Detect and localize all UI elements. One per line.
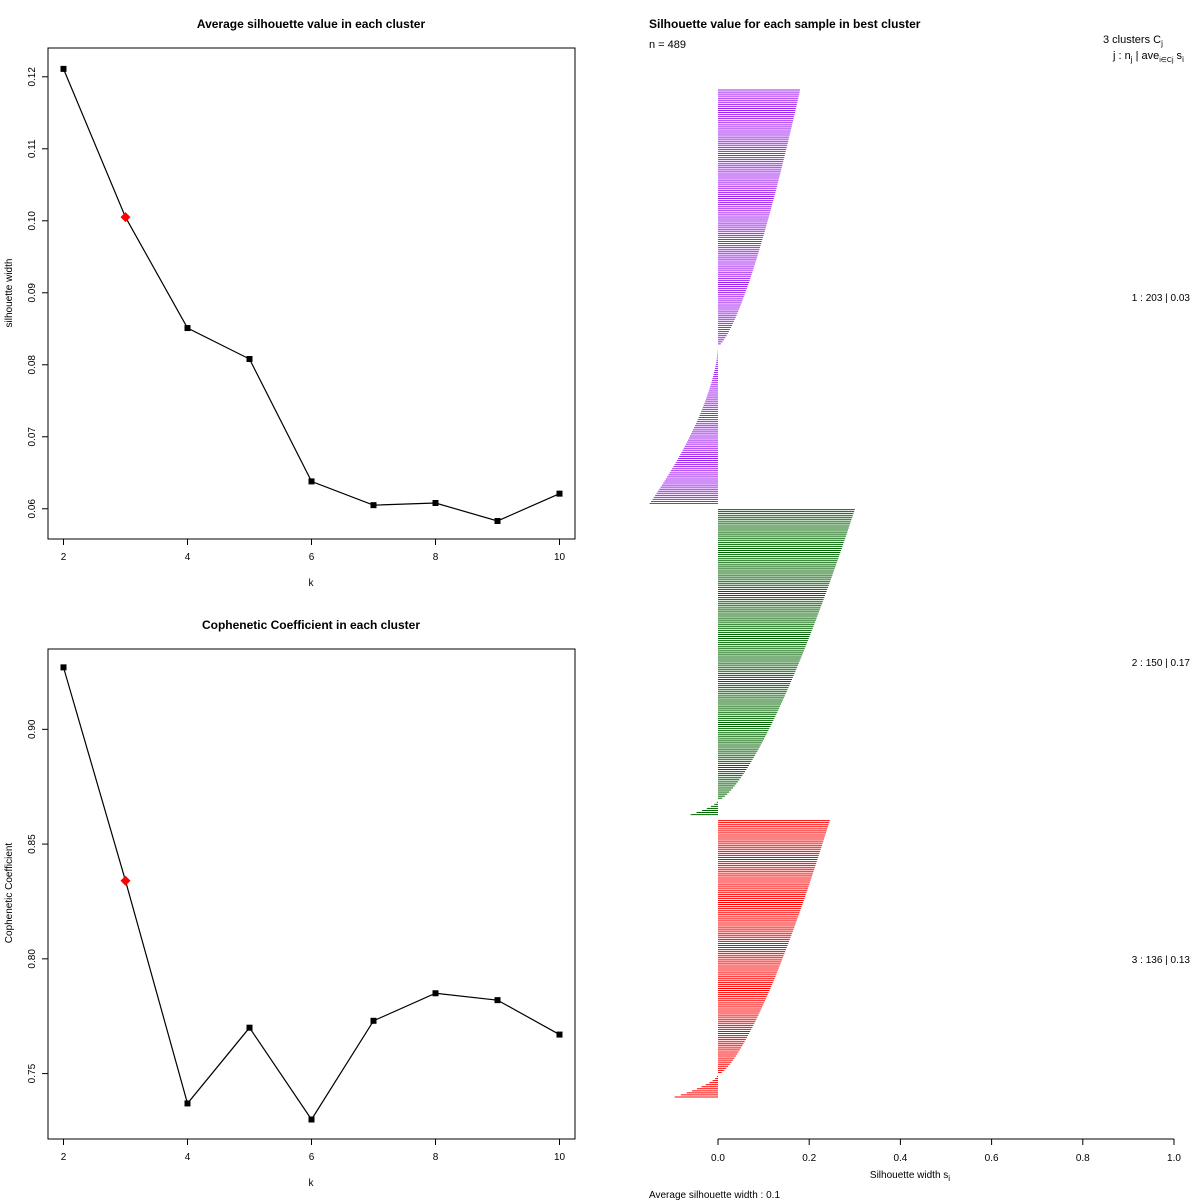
series-path <box>62 68 560 522</box>
x-tick-label: 0.4 <box>893 1153 907 1164</box>
x-tick-label: 6 <box>309 552 315 563</box>
plot-frame <box>47 47 576 540</box>
axes: 2 4 6 8 10 0.75 0.80 0.85 0.90 <box>27 719 565 1163</box>
data-point <box>556 490 563 497</box>
axes: 2 4 6 8 10 0.06 0.07 0.08 0.09 0.10 0.11 0.12 <box>27 67 565 563</box>
y-axis-label: silhouette width <box>4 259 15 328</box>
data-point <box>184 325 191 332</box>
panel-cophenetic: Cophenetic Coefficient in each cluster 2… <box>4 618 576 1189</box>
data-point <box>308 478 315 485</box>
y-tick-label: 0.80 <box>27 949 38 969</box>
x-tick-label: 2 <box>61 1152 67 1163</box>
average-silhouette-text: Average silhouette width : 0.1 <box>649 1190 780 1200</box>
y-tick-label: 0.09 <box>27 283 38 303</box>
y-tick-label: 0.85 <box>27 834 38 854</box>
chart-title: Average silhouette value in each cluster <box>197 17 426 31</box>
cluster-label: 2 : 150 | 0.17 <box>1132 658 1191 669</box>
cluster-labels: 1 : 203 | 0.03 2 : 150 | 0.17 3 : 136 | 0.… <box>1132 293 1191 966</box>
y-tick-label: 0.08 <box>27 355 38 375</box>
panel-avg-silhouette: Average silhouette value in each cluster… <box>4 17 576 589</box>
data-point <box>246 1024 253 1031</box>
header-clusters: 3 clusters Cj <box>1103 34 1163 48</box>
x-tick-label: 0.8 <box>1076 1153 1090 1164</box>
chart-title: Silhouette value for each sample in best… <box>649 17 921 31</box>
series-line <box>60 65 563 525</box>
y-tick-label: 0.10 <box>27 211 38 231</box>
series-line <box>60 664 563 1123</box>
x-tick-label: 8 <box>433 552 439 563</box>
x-axis-label: Silhouette width si <box>870 1170 950 1183</box>
data-point <box>60 664 67 671</box>
x-axis: 0.0 0.2 0.4 0.6 0.8 1.0 <box>711 1138 1181 1164</box>
data-point <box>308 1116 315 1123</box>
y-tick-label: 0.07 <box>27 427 38 447</box>
n-label: n = 489 <box>649 39 686 51</box>
silhouette-bars <box>649 89 855 1098</box>
x-tick-label: 0.0 <box>711 1153 725 1164</box>
x-axis-label: k <box>309 1178 315 1189</box>
data-point <box>246 356 253 363</box>
plot-frame <box>47 648 576 1140</box>
y-tick-label: 0.90 <box>27 719 38 739</box>
x-tick-label: 10 <box>554 552 566 563</box>
data-point <box>370 1017 377 1024</box>
x-axis-label: k <box>309 578 315 589</box>
header-columns: j : nj | avei∈Cj si <box>1112 50 1184 64</box>
y-tick-label: 0.75 <box>27 1063 38 1083</box>
y-tick-label: 0.12 <box>27 67 38 87</box>
y-tick-label: 0.11 <box>27 139 38 158</box>
data-point <box>432 990 439 997</box>
cluster-label: 3 : 136 | 0.13 <box>1132 955 1191 966</box>
x-tick-label: 6 <box>309 1152 315 1163</box>
data-point <box>432 500 439 507</box>
data-point <box>370 502 377 509</box>
x-tick-label: 10 <box>554 1152 566 1163</box>
data-point <box>494 997 501 1004</box>
data-point <box>184 1100 191 1107</box>
x-tick-label: 0.2 <box>802 1153 816 1164</box>
x-tick-label: 2 <box>61 552 67 563</box>
cluster-label: 1 : 203 | 0.03 <box>1132 293 1191 304</box>
y-tick-label: 0.06 <box>27 499 38 519</box>
chart-title: Cophenetic Coefficient in each cluster <box>202 618 420 632</box>
data-point <box>60 65 67 72</box>
panel-silhouette-bars: Silhouette value for each sample in best… <box>649 17 1190 1200</box>
highlight-point <box>120 212 131 223</box>
data-point <box>556 1031 563 1038</box>
highlight-point <box>120 875 131 886</box>
x-tick-label: 4 <box>185 1152 191 1163</box>
series-path <box>62 667 560 1121</box>
x-tick-label: 1.0 <box>1167 1153 1181 1164</box>
x-tick-label: 8 <box>433 1152 439 1163</box>
y-axis-label: Cophenetic Coefficient <box>4 843 15 944</box>
x-tick-label: 0.6 <box>985 1153 999 1164</box>
x-tick-label: 4 <box>185 552 191 563</box>
data-point <box>494 518 501 525</box>
